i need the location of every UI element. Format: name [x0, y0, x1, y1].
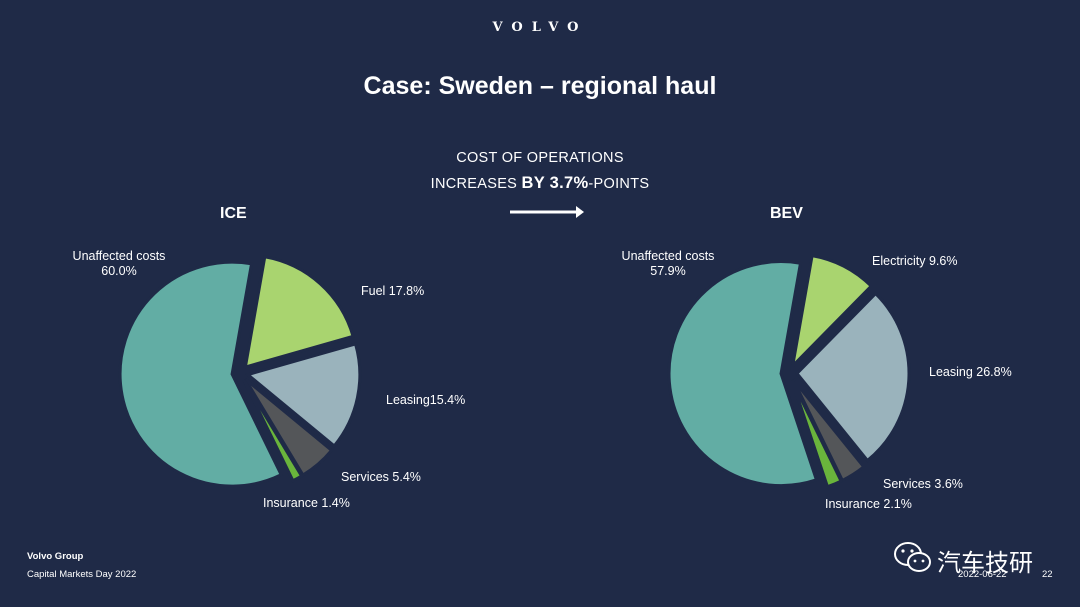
footer-event: Capital Markets Day 2022 — [27, 569, 137, 580]
footer-brand: Volvo Group — [27, 551, 84, 562]
bev-label-unaffected-pct: 57.9% — [650, 264, 686, 278]
page-number: 22 — [1042, 569, 1053, 580]
bev-label-unaffected-name: Unaffected costs — [621, 249, 715, 263]
bev-slice-insurance — [790, 379, 844, 489]
arrow-head-icon — [576, 206, 584, 218]
bev-label-insurance: Insurance 2.1% — [825, 497, 912, 511]
headline-prefix: INCREASES — [430, 176, 522, 192]
ice-label-services: Services 5.4% — [341, 470, 421, 484]
ice-label-unaffected: Unaffected costs 60.0% — [72, 249, 166, 279]
wechat-icon — [894, 542, 931, 572]
ice-label-unaffected-name: Unaffected costs — [72, 249, 166, 263]
headline-line2: INCREASES BY 3.7%-POINTS — [340, 174, 740, 193]
ice-slice-insurance — [242, 379, 304, 483]
bev-label-electricity: Electricity 9.6% — [872, 254, 958, 268]
bev-label-services: Services 3.6% — [883, 477, 963, 491]
ice-chart-title: ICE — [220, 205, 247, 222]
headline-value: 3.7% — [549, 174, 589, 192]
headline-suffix: -POINTS — [588, 176, 650, 192]
ice-label-leasing: Leasing15.4% — [386, 393, 466, 407]
bev-slice-leasing — [794, 291, 911, 463]
bev-label-unaffected: Unaffected costs 57.9% — [621, 249, 715, 279]
ice-pie — [118, 255, 362, 488]
ice-slice-unaffected-costs — [118, 260, 284, 488]
ice-slice-leasing — [244, 342, 362, 449]
slide-title: Case: Sweden – regional haul — [363, 72, 717, 100]
footer-date: 2022-06-22 — [958, 569, 1007, 580]
ice-slice-services — [243, 377, 334, 478]
bev-slice-unaffected-costs — [667, 260, 819, 488]
headline-by: BY — [521, 174, 550, 192]
headline-line1: COST OF OPERATIONS — [456, 150, 624, 166]
watermark-text: 汽车技研 — [937, 550, 1033, 577]
ice-label-fuel: Fuel 17.8% — [361, 284, 425, 298]
bev-slice-electricity — [790, 253, 874, 371]
bev-pie — [667, 253, 911, 489]
ice-label-unaffected-pct: 60.0% — [101, 264, 137, 278]
bev-label-leasing: Leasing 26.8% — [929, 365, 1012, 379]
volvo-logo: VOLVO — [492, 20, 588, 35]
ice-slice-fuel — [243, 255, 355, 370]
bev-chart-title: BEV — [770, 205, 803, 222]
ice-label-insurance: Insurance 1.4% — [263, 496, 350, 510]
